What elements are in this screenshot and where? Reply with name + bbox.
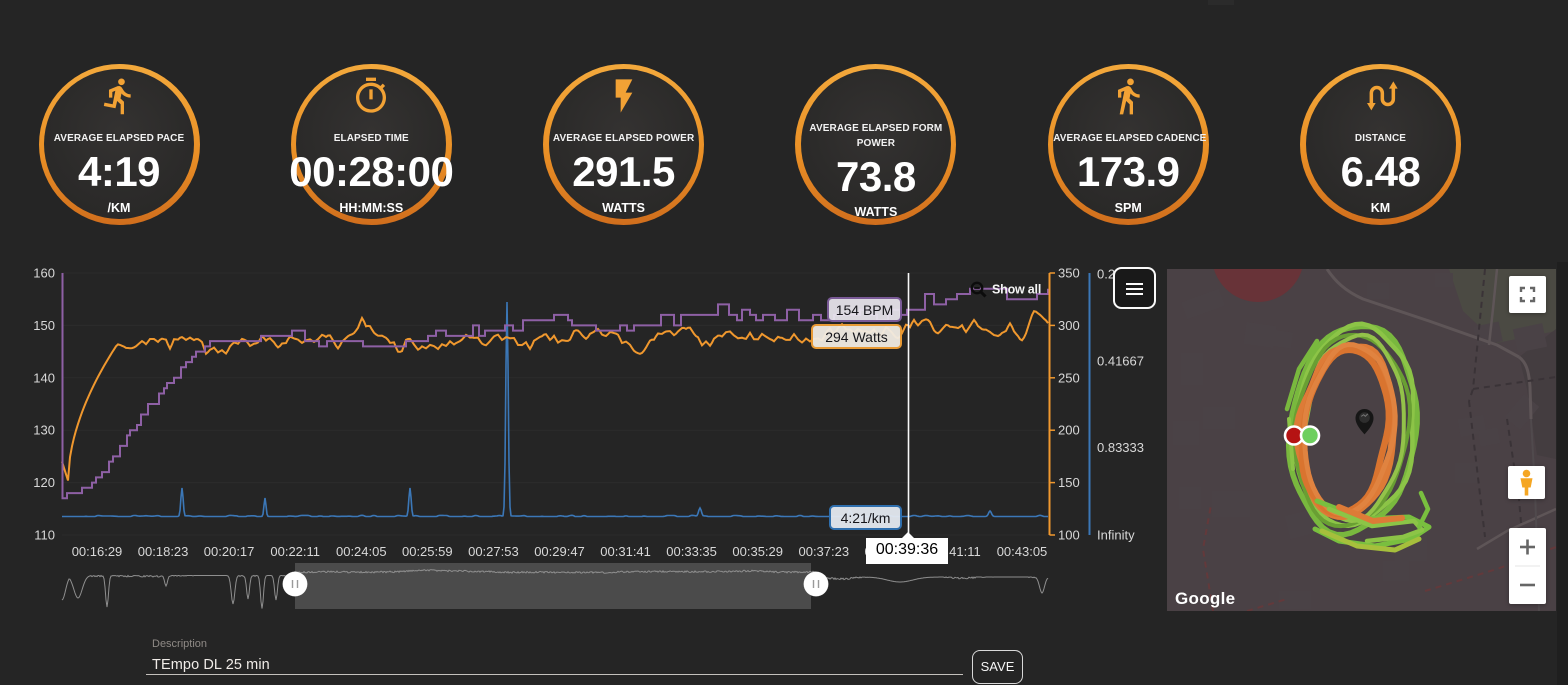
svg-text:00:20:17: 00:20:17	[204, 544, 255, 559]
svg-text:300: 300	[1058, 318, 1080, 333]
svg-text:00:25:59: 00:25:59	[402, 544, 453, 559]
svg-text:00:18:23: 00:18:23	[138, 544, 189, 559]
svg-text:150: 150	[1058, 475, 1080, 490]
svg-text:00:29:47: 00:29:47	[534, 544, 585, 559]
svg-text:140: 140	[33, 370, 55, 385]
svg-text:00:33:35: 00:33:35	[666, 544, 717, 559]
svg-text:00:37:23: 00:37:23	[798, 544, 849, 559]
svg-text:0.83333: 0.83333	[1097, 440, 1144, 455]
svg-text:00:27:53: 00:27:53	[468, 544, 519, 559]
svg-text:Infinity: Infinity	[1097, 528, 1135, 543]
svg-text:00:22:11: 00:22:11	[270, 544, 320, 559]
svg-text:160: 160	[33, 266, 55, 281]
svg-text:00:31:41: 00:31:41	[600, 544, 651, 559]
svg-text:00:43:05: 00:43:05	[997, 544, 1048, 559]
svg-text:150: 150	[33, 318, 55, 333]
svg-text:0.41667: 0.41667	[1097, 354, 1144, 369]
svg-text:00:16:29: 00:16:29	[72, 544, 123, 559]
svg-text:110: 110	[34, 528, 55, 543]
svg-text:120: 120	[33, 475, 55, 490]
svg-text:350: 350	[1058, 266, 1080, 281]
svg-text:250: 250	[1058, 370, 1080, 385]
svg-text:00:24:05: 00:24:05	[336, 544, 387, 559]
svg-text:200: 200	[1058, 423, 1080, 438]
svg-text:Show all: Show all	[992, 283, 1041, 297]
svg-text:100: 100	[1058, 528, 1080, 543]
svg-text:00:35:29: 00:35:29	[732, 544, 783, 559]
svg-text:130: 130	[33, 423, 55, 438]
